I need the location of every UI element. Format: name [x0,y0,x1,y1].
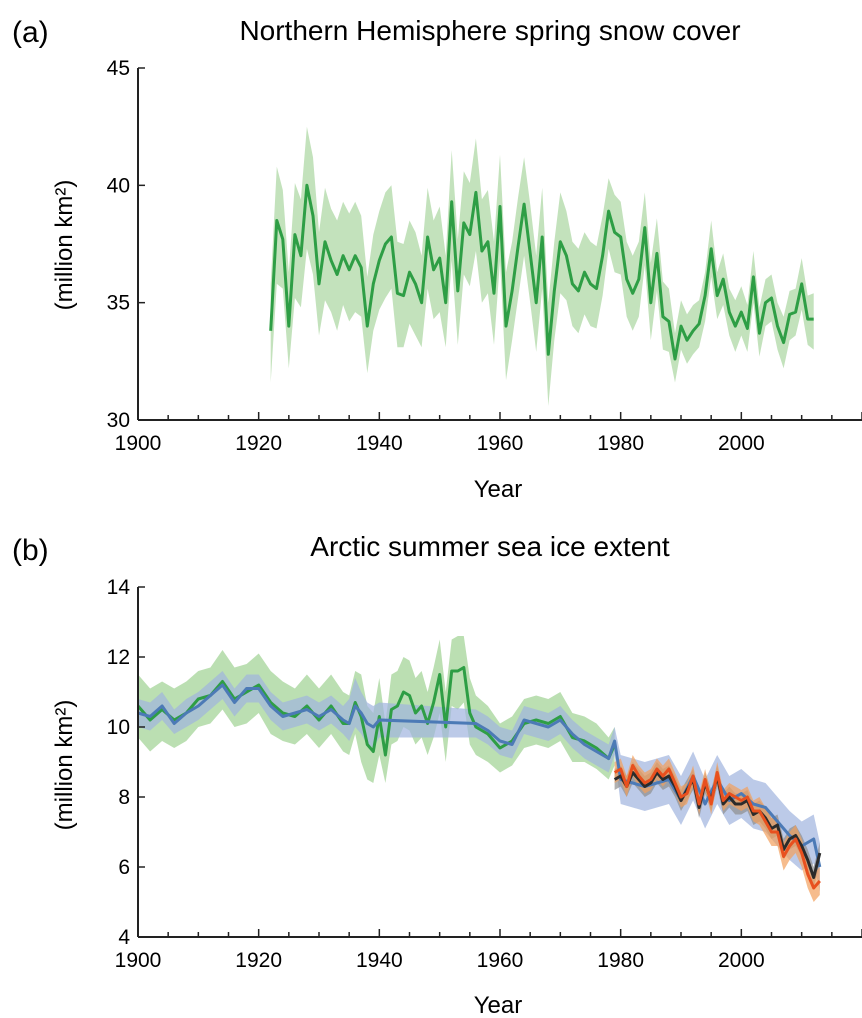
x-tick-label: 2000 [718,949,765,972]
series-line [613,764,821,890]
panel-label: (a) [12,16,49,49]
y-tick-label: 6 [118,856,130,879]
y-axis-label: (million km²) [51,700,78,831]
plot-area: 1900 1920 1940 1960 1980 2000 4 6 8 10 12 14 [107,576,862,972]
chart-title: Northern Hemisphere spring snow cover [239,15,740,46]
y-tick-label: 40 [107,174,130,197]
y-tick-label: 45 [107,57,130,80]
y-tick-label: 35 [107,292,130,315]
x-tick-label: 1980 [597,949,644,972]
x-tick-label: 1940 [356,432,403,455]
x-tick-label: 1900 [115,949,162,972]
x-tick-label: 1960 [477,432,524,455]
y-tick-label: 4 [118,926,130,949]
y-axis-label: (million km²) [51,180,78,311]
chart-title: Arctic summer sea ice extent [310,531,670,562]
x-tick-label: 1960 [477,949,524,972]
x-tick-label: 2000 [718,432,765,455]
x-tick-label: 1980 [597,432,644,455]
panel-snow-cover: (a) Northern Hemisphere spring snow cove… [12,15,862,503]
x-tick-label: 1900 [115,432,162,455]
y-tick-label: 30 [107,409,130,432]
x-axis-label: Year [474,992,523,1018]
panel-sea-ice: (b) Arctic summer sea ice extent Year (m… [12,531,862,1018]
y-tick-label: 10 [107,716,130,739]
series-line [269,183,814,361]
plot-area: 1900 1920 1940 1960 1980 2000 30 35 40 45 [107,57,862,455]
y-tick-label: 12 [107,646,130,669]
x-tick-label: 1920 [235,432,282,455]
y-tick-label: 14 [107,576,131,599]
x-axis-label: Year [474,476,523,503]
x-tick-label: 1940 [356,949,403,972]
y-tick-label: 8 [118,786,130,809]
uncertainty-band [138,671,820,892]
panel-label: (b) [12,534,49,567]
x-tick-label: 1920 [235,949,282,972]
